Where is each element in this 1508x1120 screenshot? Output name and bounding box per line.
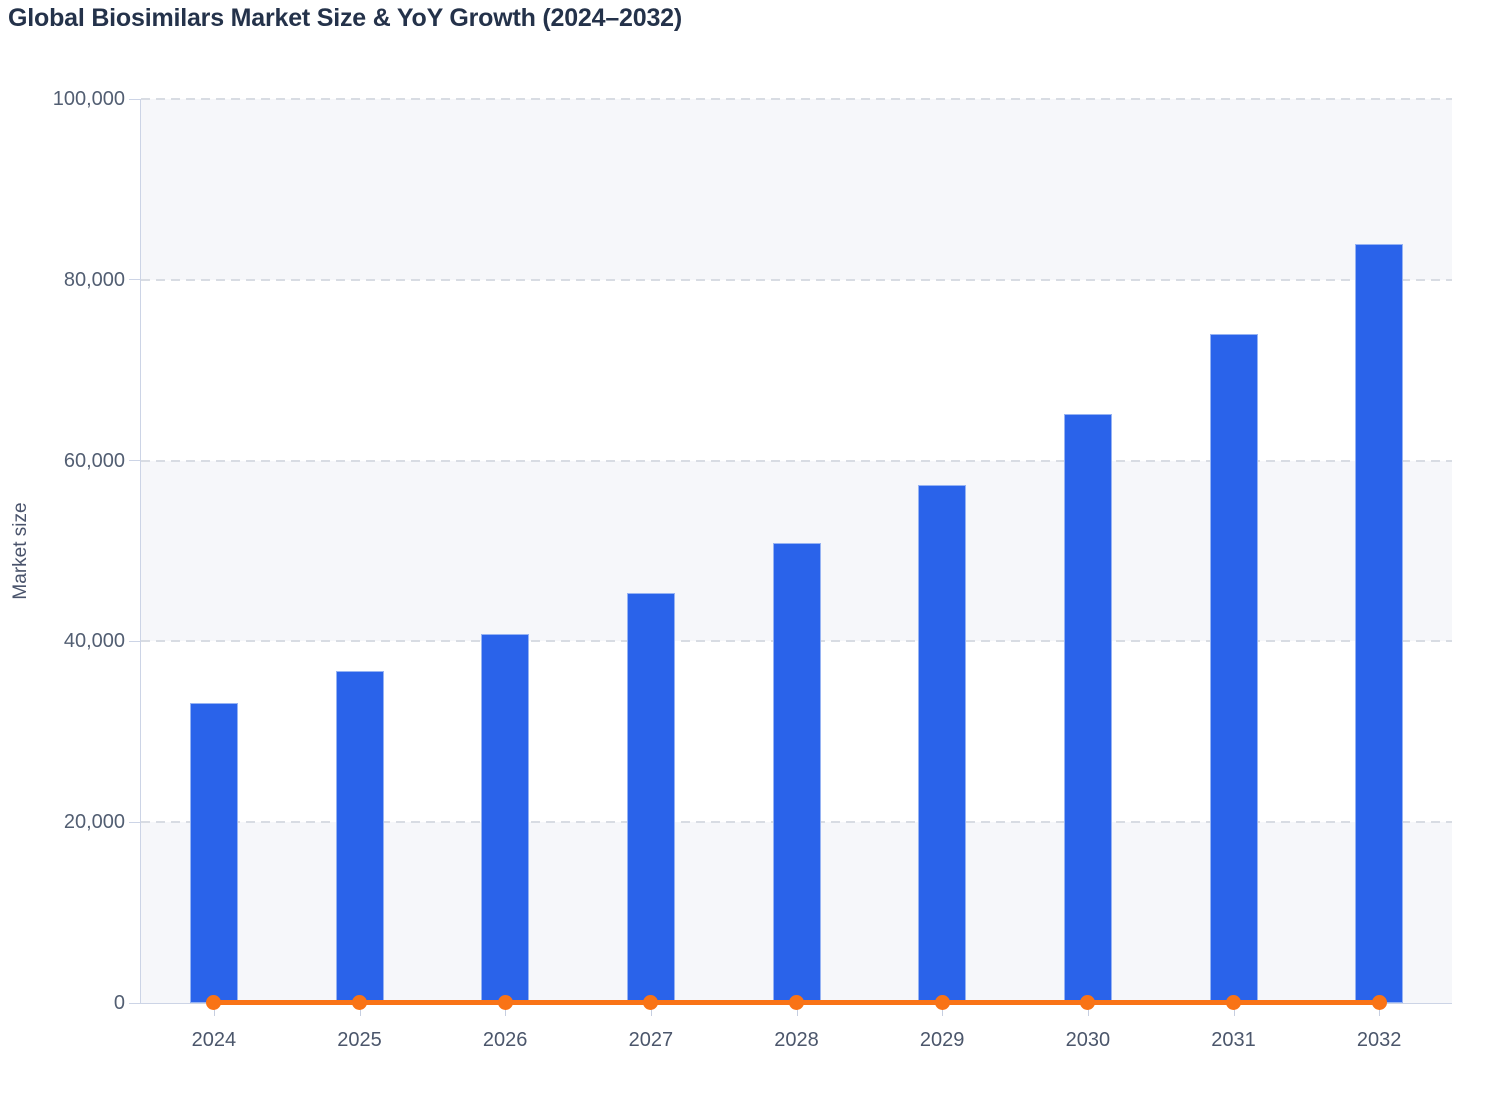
plot-area: 0 20,000 40,000 60,000 80,000 100,000 2024 2025…	[53, 88, 1452, 1051]
yoy-growth-marker-2024	[206, 995, 222, 1010]
y-axis-tick	[129, 98, 141, 100]
y-axis-label: 40,000	[63, 630, 125, 653]
x-axis-label-2027: 2027	[628, 1029, 674, 1051]
gridline-60,000	[141, 459, 1452, 462]
y-axis-label: 100,000	[52, 88, 125, 110]
y-axis-label: 0	[113, 992, 125, 1014]
bar-2030	[1063, 413, 1112, 1003]
x-axis-label-2028: 2028	[774, 1029, 819, 1051]
y-axis-label: 20,000	[63, 811, 125, 834]
gridline-100,000	[141, 98, 1452, 100]
y-axis-label: 60,000	[63, 449, 125, 472]
yoy-growth-marker-2031	[1226, 995, 1241, 1010]
bar-2031	[1209, 334, 1258, 1003]
yoy-growth-marker-2030	[1080, 995, 1096, 1010]
y-axis-tick	[129, 821, 141, 823]
yoy-growth-marker-2029	[934, 995, 950, 1010]
x-axis-label-2024: 2024	[191, 1029, 237, 1051]
bar-2026	[481, 634, 530, 1003]
y-axis-tick	[129, 640, 141, 642]
x-axis-label-2030: 2030	[1065, 1029, 1111, 1051]
x-axis-label-2031: 2031	[1211, 1029, 1256, 1051]
y-axis-tick	[129, 1002, 141, 1004]
x-axis-label-2025: 2025	[337, 1029, 382, 1051]
yoy-growth-marker-2026	[497, 995, 513, 1010]
y-axis-title: Market size	[10, 502, 31, 600]
x-axis-label-2029: 2029	[919, 1029, 965, 1051]
yoy-growth-marker-2025	[352, 995, 367, 1010]
y-axis-label: 80,000	[63, 268, 125, 291]
y-axis-tick	[129, 279, 141, 281]
chart-title: Global Biosimilars Market Size & YoY Gro…	[8, 4, 682, 32]
bar-2027	[626, 592, 675, 1003]
y-axis-tick	[129, 460, 141, 462]
split-band	[141, 99, 1452, 280]
yoy-growth-marker-2028	[789, 995, 804, 1010]
yoy-growth-marker-2032	[1371, 995, 1387, 1010]
bar-2024	[189, 702, 238, 1003]
gridline-80,000	[141, 278, 1452, 281]
yoy-growth-marker-2027	[643, 995, 659, 1010]
bar-2029	[918, 485, 967, 1003]
x-axis-label-2026: 2026	[482, 1029, 528, 1051]
x-axis-label-2032: 2032	[1356, 1029, 1402, 1051]
bar-2025	[335, 671, 384, 1003]
bar-2028	[772, 542, 821, 1003]
bar-2032	[1355, 243, 1404, 1003]
